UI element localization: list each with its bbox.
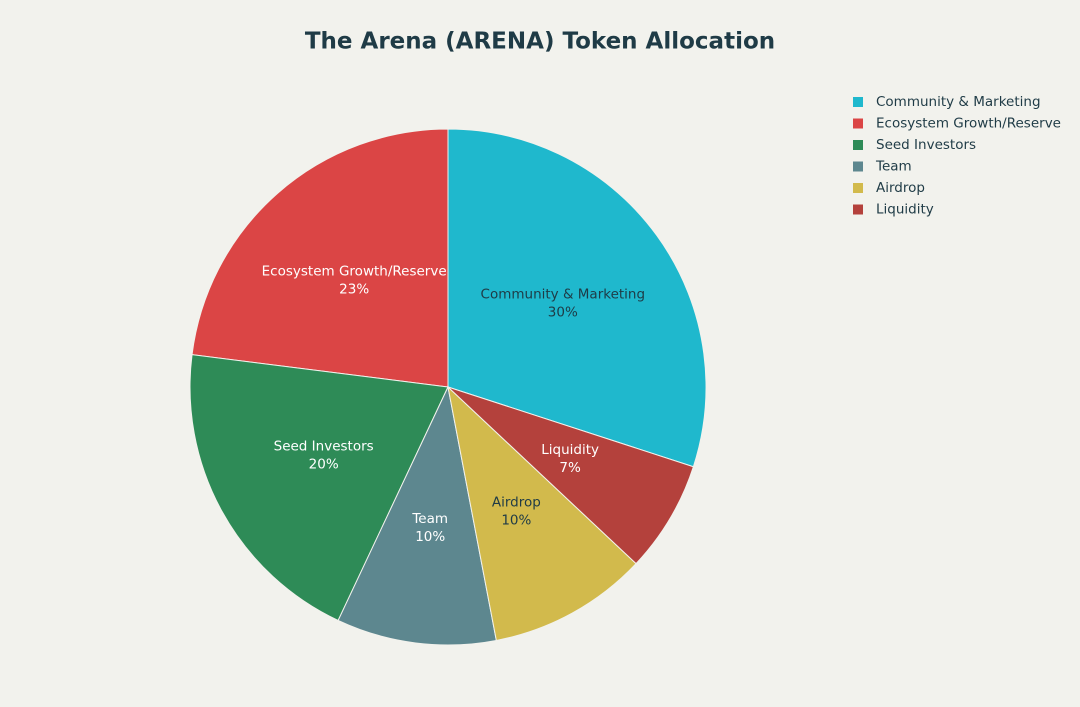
slice-label: Liquidity	[541, 442, 599, 458]
slice-label: Airdrop	[492, 494, 541, 510]
slice-value: 10%	[415, 529, 445, 545]
slice-value: 20%	[309, 456, 339, 472]
pie-slice	[189, 354, 449, 622]
slice-label: Seed Investors	[274, 438, 374, 454]
legend-label: Community & Marketing	[876, 94, 1041, 110]
legend-swatch	[853, 118, 863, 129]
legend-label: Liquidity	[876, 202, 934, 218]
pie-slice	[191, 128, 449, 388]
legend-label: Team	[875, 159, 912, 175]
pie-slice	[447, 128, 707, 468]
legend-swatch	[853, 183, 863, 193]
pie-slice	[337, 385, 497, 646]
legend-swatch	[853, 140, 863, 150]
pie-slice	[447, 385, 637, 642]
legend-label: Ecosystem Growth/Reserve	[876, 116, 1061, 132]
legend-swatch	[853, 97, 863, 107]
pie-slice	[447, 386, 695, 565]
slice-value: 30%	[548, 305, 578, 321]
slice-value: 23%	[339, 282, 369, 298]
slice-value: 7%	[559, 460, 581, 476]
slice-label: Ecosystem Growth/Reserve	[262, 264, 447, 280]
legend-label: Seed Investors	[876, 137, 976, 153]
legend-swatch	[853, 161, 863, 172]
slice-value: 10%	[501, 512, 531, 528]
legend-swatch	[853, 204, 863, 215]
legend-label: Airdrop	[876, 180, 925, 196]
slice-label: Community & Marketing	[481, 287, 646, 303]
slice-label: Team	[411, 511, 448, 527]
chart-title: The Arena (ARENA) Token Allocation	[305, 29, 775, 55]
